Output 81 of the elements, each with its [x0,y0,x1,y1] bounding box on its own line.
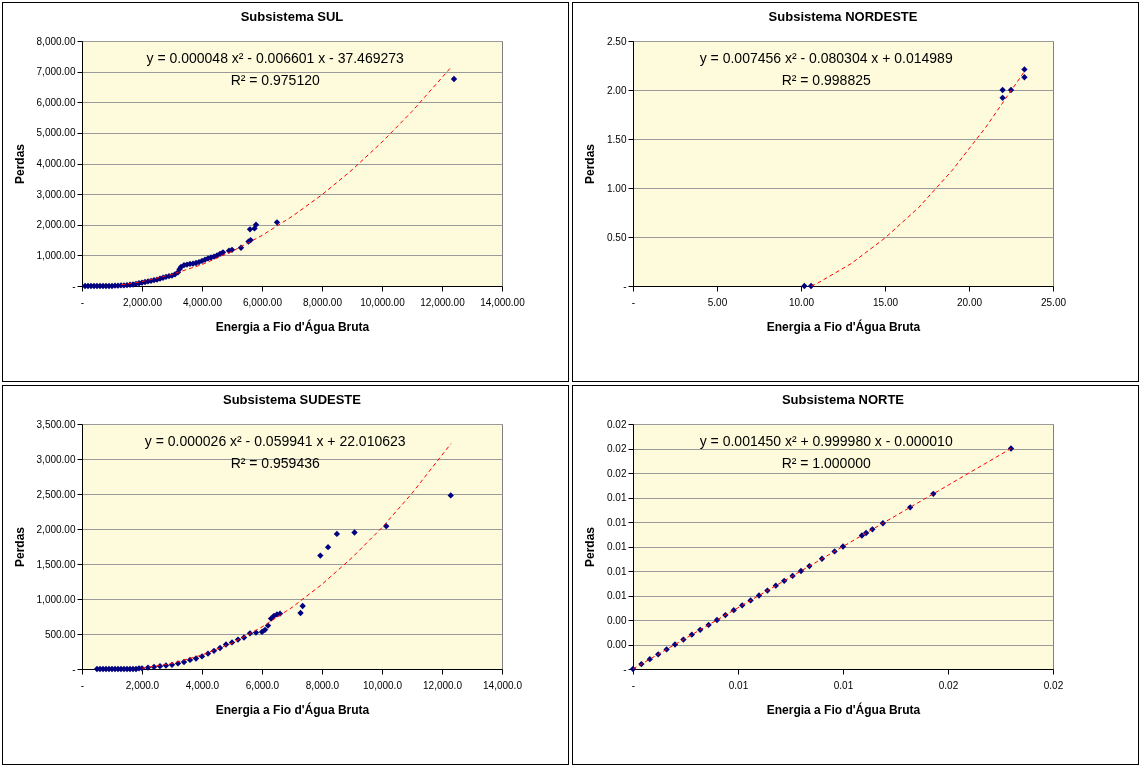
x-tick-label: 12,000.0 [423,679,463,691]
y-tick-label: 0.01 [607,516,627,528]
annotation: y = 0.007456 x² - 0.080304 x + 0.014989 [699,50,953,66]
y-tick-label: 3,000.00 [36,453,76,465]
x-tick-label: 10.00 [788,296,815,308]
annotation: y = 0.000026 x² - 0.059941 x + 22.010623 [144,433,406,449]
x-tick-label: 15.00 [872,296,899,308]
chart-title: Subsistema NORTE [781,392,905,407]
y-tick-label: 0.01 [607,541,627,552]
y-tick-label: 2.00 [607,84,627,96]
annotation: y = 0.001450 x² + 0.999980 x - 0.000010 [699,433,953,449]
y-tick-label: 4,000.00 [36,158,76,169]
x-tick-label: 14,000.0 [483,679,523,691]
x-tick-label: 2,000.00 [123,296,163,308]
y-tick-label: 2,000.00 [36,523,76,535]
y-tick-label: 1,000.00 [36,593,76,605]
x-tick-label: 5.00 [707,296,728,308]
y-tick-label: 6,000.00 [36,96,76,108]
y-axis-title: Perdas [12,526,27,568]
y-tick-label: 0.00 [607,614,627,626]
x-tick-label: 8,000.0 [305,679,340,691]
annotation: R² = 1.000000 [781,455,871,471]
x-tick-label: - [80,296,85,308]
y-tick-label: 0.01 [607,590,627,601]
x-tick-label: 0.01 [728,679,749,691]
chart-title: Subsistema SUDESTE [223,392,362,407]
y-tick-label: 1.00 [607,182,627,194]
y-tick-label: - [72,663,76,675]
y-tick-label: 3,000.00 [36,188,76,200]
annotation: R² = 0.998825 [781,72,871,88]
y-tick-label: 7,000.00 [36,66,76,78]
y-tick-label: 0.01 [607,565,627,577]
x-tick-label: - [631,296,636,308]
annotation: R² = 0.975120 [230,72,320,88]
x-axis-title: Energia a Fio d'Água Bruta [766,701,921,717]
chart-title: Subsistema NORDESTE [768,9,918,24]
x-axis-title: Energia a Fio d'Água Bruta [766,318,921,334]
x-tick-label: 10,000.0 [363,679,403,691]
y-tick-label: 500.00 [44,628,76,640]
x-tick-label: 2,000.0 [125,679,160,691]
y-tick-label: 0.50 [607,231,627,243]
y-tick-label: 0.02 [607,443,627,454]
y-tick-label: 0.02 [607,418,627,430]
x-tick-label: 4,000.0 [185,679,220,691]
x-tick-label: 14,000.00 [480,296,526,308]
y-tick-label: 8,000.00 [36,35,76,47]
y-tick-label: 0.00 [607,639,627,650]
x-tick-label: 6,000.0 [245,679,280,691]
chart-title: Subsistema SUL [240,9,344,24]
x-tick-label: - [80,679,85,691]
y-tick-label: 3,500.00 [36,418,76,430]
y-tick-label: - [72,280,76,292]
x-tick-label: 4,000.00 [183,296,223,308]
y-tick-label: 1.50 [607,133,627,145]
y-tick-label: 2.50 [607,35,627,47]
y-tick-label: 1,000.00 [36,249,76,261]
y-tick-label: 0.02 [607,467,627,479]
y-axis-title: Perdas [12,143,27,185]
y-tick-label: 0.01 [607,492,627,503]
y-axis-title: Perdas [583,143,598,185]
x-tick-label: 12,000.00 [420,296,466,308]
x-tick-label: 10,000.00 [360,296,406,308]
x-tick-label: 0.02 [938,679,959,691]
x-axis-title: Energia a Fio d'Água Bruta [215,318,370,334]
annotation: y = 0.000048 x² - 0.006601 x - 37.469273 [146,50,405,66]
y-tick-label: 2,500.00 [36,488,76,500]
y-tick-label: 1,500.00 [36,558,76,570]
x-tick-label: - [631,679,636,691]
y-tick-label: - [623,663,627,675]
x-tick-label: 6,000.00 [243,296,283,308]
x-tick-label: 0.01 [833,679,854,691]
x-axis-title: Energia a Fio d'Água Bruta [215,701,370,717]
annotation: R² = 0.959436 [230,455,320,471]
x-tick-label: 25.00 [1040,296,1067,308]
x-tick-label: 8,000.00 [303,296,343,308]
x-tick-label: 0.02 [1043,679,1064,691]
y-axis-title: Perdas [583,526,598,568]
y-tick-label: 2,000.00 [36,219,76,231]
y-tick-label: 5,000.00 [36,127,76,139]
y-tick-label: - [623,280,627,292]
x-tick-label: 20.00 [956,296,983,308]
